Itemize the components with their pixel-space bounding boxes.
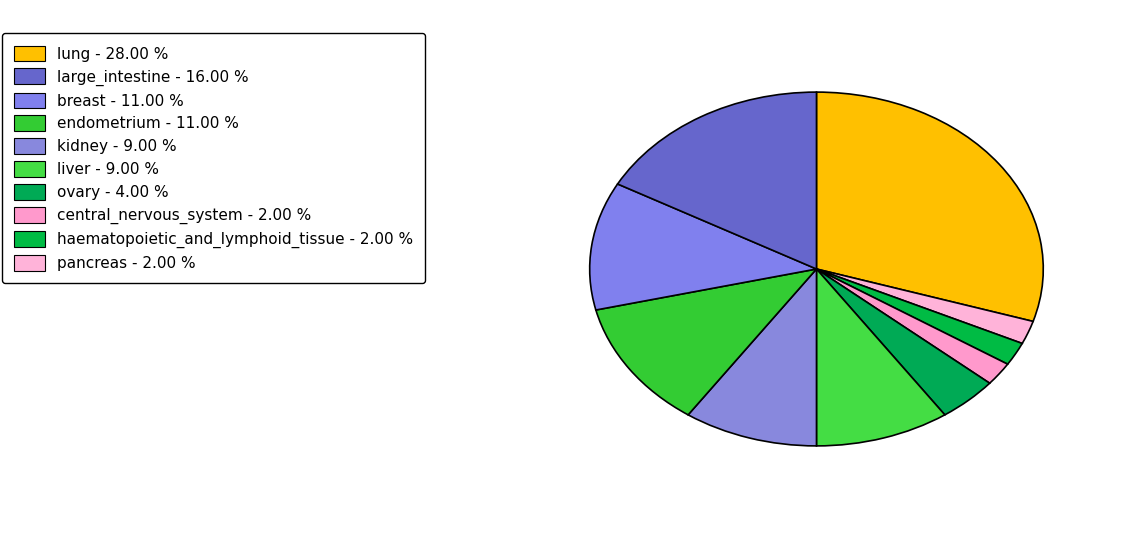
Wedge shape <box>618 92 816 269</box>
Wedge shape <box>816 269 1033 343</box>
Wedge shape <box>816 92 1043 321</box>
Wedge shape <box>595 269 816 415</box>
Wedge shape <box>816 269 1008 383</box>
Legend: lung - 28.00 %, large_intestine - 16.00 %, breast - 11.00 %, endometrium - 11.00: lung - 28.00 %, large_intestine - 16.00 … <box>2 33 425 283</box>
Wedge shape <box>816 269 945 446</box>
Wedge shape <box>688 269 816 446</box>
Wedge shape <box>590 184 816 310</box>
Wedge shape <box>816 269 990 415</box>
Wedge shape <box>816 269 1022 364</box>
